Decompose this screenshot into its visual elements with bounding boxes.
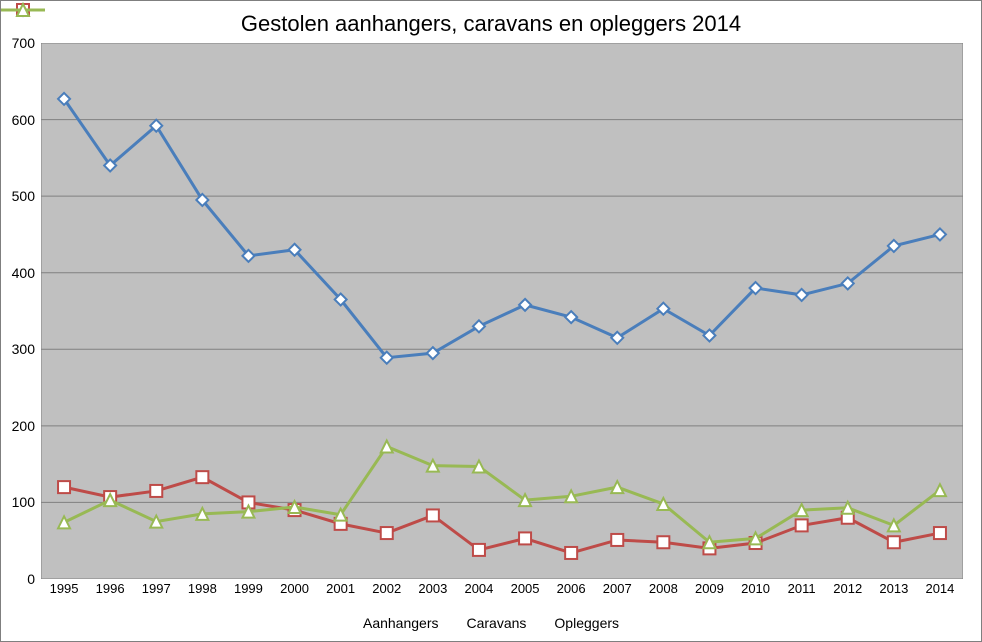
chart-container: Gestolen aanhangers, caravans en oplegge… — [0, 0, 982, 642]
x-tick-label: 2003 — [418, 581, 447, 596]
x-tick-label: 2006 — [557, 581, 586, 596]
legend-item: Opleggers — [554, 615, 619, 631]
y-tick-label: 600 — [12, 112, 35, 128]
y-tick-label: 700 — [12, 35, 35, 51]
y-tick-label: 200 — [12, 418, 35, 434]
x-tick-label: 1996 — [96, 581, 125, 596]
y-tick-label: 300 — [12, 341, 35, 357]
x-axis-row: 1995 1996 1997 1998 1999 2000 2001 2002 2003 2004… — [1, 579, 981, 605]
x-tick-label: 2005 — [511, 581, 540, 596]
y-tick-label: 100 — [12, 494, 35, 510]
x-tick-label: 2007 — [603, 581, 632, 596]
legend-swatch — [1, 1, 45, 19]
x-tick-label: 2002 — [372, 581, 401, 596]
legend: Aanhangers Caravans Opleggers — [1, 605, 981, 641]
y-tick-label: 0 — [27, 571, 35, 587]
legend-label: Aanhangers — [363, 615, 439, 631]
x-tick-label: 2001 — [326, 581, 355, 596]
x-tick-label: 1995 — [50, 581, 79, 596]
legend-label: Opleggers — [554, 615, 619, 631]
x-tick-label: 2012 — [833, 581, 862, 596]
y-tick-label: 400 — [12, 265, 35, 281]
x-tick-label: 1997 — [142, 581, 171, 596]
x-axis: 1995 1996 1997 1998 1999 2000 2001 2002 2003 2004… — [41, 579, 963, 605]
y-tick-label: 500 — [12, 188, 35, 204]
chart-title: Gestolen aanhangers, caravans en oplegge… — [1, 1, 981, 43]
plot-row: 0100200300400500600700 — [1, 43, 981, 579]
x-tick-label: 2000 — [280, 581, 309, 596]
x-tick-label: 2013 — [879, 581, 908, 596]
x-tick-label: 2011 — [788, 581, 816, 596]
x-tick-label: 2008 — [649, 581, 678, 596]
x-tick-label: 1999 — [234, 581, 263, 596]
legend-item: Aanhangers — [363, 615, 439, 631]
legend-item: Caravans — [467, 615, 527, 631]
plot-area — [41, 43, 963, 579]
y-axis: 0100200300400500600700 — [1, 43, 41, 579]
x-tick-label: 2014 — [925, 581, 954, 596]
x-tick-label: 2010 — [741, 581, 770, 596]
chart-svg — [41, 43, 963, 579]
legend-label: Caravans — [467, 615, 527, 631]
x-tick-label: 2004 — [464, 581, 493, 596]
x-tick-label: 1998 — [188, 581, 217, 596]
x-tick-label: 2009 — [695, 581, 724, 596]
